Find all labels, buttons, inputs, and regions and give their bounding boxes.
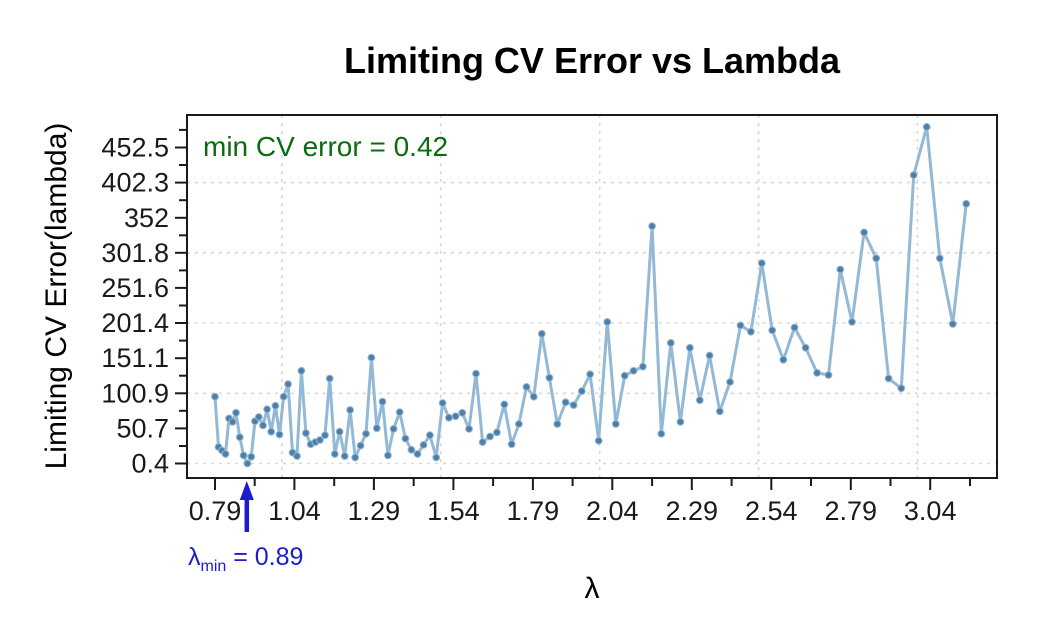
lambda-min-annotation: λmin = 0.89 bbox=[188, 543, 303, 576]
x-axis-title: λ bbox=[584, 572, 600, 605]
svg-text:301.8: 301.8 bbox=[101, 238, 169, 268]
svg-text:1.79: 1.79 bbox=[507, 496, 560, 526]
svg-text:2.04: 2.04 bbox=[586, 496, 639, 526]
svg-text:3.04: 3.04 bbox=[904, 496, 957, 526]
svg-text:2.29: 2.29 bbox=[666, 496, 719, 526]
min-cv-annotation: min CV error = 0.42 bbox=[203, 131, 449, 162]
svg-text:452.5: 452.5 bbox=[101, 133, 169, 163]
svg-text:352: 352 bbox=[124, 203, 169, 233]
svg-text:0.79: 0.79 bbox=[189, 496, 242, 526]
svg-text:0.4: 0.4 bbox=[131, 449, 169, 479]
lambda-min-subscript: min bbox=[200, 558, 227, 575]
svg-text:2.54: 2.54 bbox=[745, 496, 798, 526]
svg-text:1.29: 1.29 bbox=[348, 496, 401, 526]
svg-text:251.6: 251.6 bbox=[101, 273, 169, 303]
svg-text:1.04: 1.04 bbox=[268, 496, 321, 526]
svg-text:100.9: 100.9 bbox=[101, 378, 169, 408]
svg-text:1.54: 1.54 bbox=[427, 496, 480, 526]
chart-title: Limiting CV Error vs Lambda bbox=[343, 40, 841, 81]
svg-text:402.3: 402.3 bbox=[101, 168, 169, 198]
svg-text:151.1: 151.1 bbox=[101, 343, 169, 373]
svg-text:201.4: 201.4 bbox=[101, 308, 169, 338]
svg-text:50.7: 50.7 bbox=[116, 413, 169, 443]
lambda-min-value: = 0.89 bbox=[226, 543, 304, 571]
lambda-symbol: λ bbox=[188, 543, 201, 571]
y-axis-title: Limiting CV Error(lambda) bbox=[40, 122, 73, 470]
svg-text:2.79: 2.79 bbox=[825, 496, 878, 526]
